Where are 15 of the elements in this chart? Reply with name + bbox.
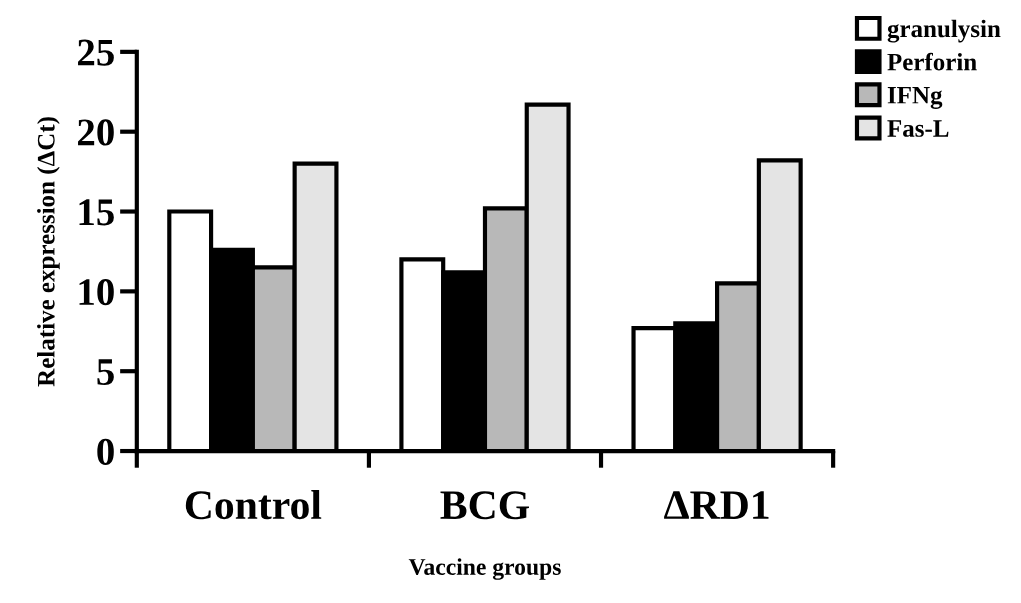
y-axis-title: Relative expression (ΔCt) xyxy=(37,117,60,387)
y-tick-label: 20 xyxy=(78,119,114,146)
y-tick-label: 25 xyxy=(78,39,114,66)
x-tick-label: BCG xyxy=(440,491,529,520)
legend-label: Fas-L xyxy=(887,120,949,137)
legend-label: granulysin xyxy=(887,19,1001,43)
y-tick-label: 10 xyxy=(79,279,114,306)
x-tick-label: Control xyxy=(185,489,322,520)
legend-label: Perforin xyxy=(887,52,977,71)
x-tick-label: ΔRD1 xyxy=(664,491,769,519)
y-tick-label: 15 xyxy=(79,199,114,226)
y-tick-label: 0 xyxy=(97,438,114,465)
legend-label: IFNg xyxy=(887,86,943,109)
x-axis-title: Vaccine groups xyxy=(408,558,561,580)
y-tick-label: 5 xyxy=(97,359,114,386)
